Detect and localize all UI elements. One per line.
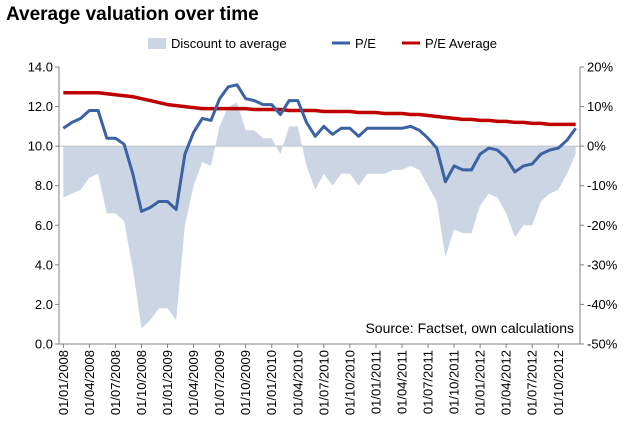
legend-label-pe: P/E xyxy=(355,36,376,51)
x-tick-label: 01/07/2008 xyxy=(108,350,123,415)
right-tick-label: -50% xyxy=(587,337,618,352)
x-tick-label: 01/04/2009 xyxy=(186,350,201,415)
chart-legend: Discount to average P/E P/E Average xyxy=(148,36,497,51)
x-tick-label: 01/04/2011 xyxy=(394,350,409,414)
pe-average-line xyxy=(63,90,576,127)
x-tick-label: 01/10/2010 xyxy=(342,350,357,415)
legend-label-discount: Discount to average xyxy=(171,36,287,51)
x-tick-label: 01/07/2012 xyxy=(525,350,540,415)
right-tick-label: -20% xyxy=(587,218,618,233)
x-tick-label: 01/04/2012 xyxy=(499,350,514,415)
source-annotation: Source: Factset, own calculations xyxy=(365,320,574,336)
left-tick-label: 2.0 xyxy=(35,297,53,312)
left-tick-label: 8.0 xyxy=(35,178,53,193)
right-tick-label: -10% xyxy=(587,178,618,193)
left-tick-label: 4.0 xyxy=(35,257,53,272)
right-tick-label: -40% xyxy=(587,297,618,312)
left-tick-label: 12.0 xyxy=(28,99,53,114)
x-tick-label: 01/01/2010 xyxy=(264,350,279,415)
x-tick-label: 01/04/2008 xyxy=(82,350,97,415)
x-tick-label: 01/01/2008 xyxy=(56,350,71,415)
pe-line xyxy=(62,83,577,213)
axes xyxy=(58,67,581,345)
x-tick-label: 01/01/2011 xyxy=(368,350,383,414)
left-axis-ticks: 0.0 2.0 4.0 6.0 8.0 10.0 12.0 14.0 xyxy=(28,60,59,352)
x-tick-label: 01/01/2009 xyxy=(160,350,175,415)
x-tick-label: 01/01/2012 xyxy=(473,350,488,415)
x-tick-label: 01/10/2012 xyxy=(551,350,566,415)
legend-label-pe-average: P/E Average xyxy=(425,36,497,51)
x-tick-label: 01/10/2011 xyxy=(447,350,462,414)
left-tick-label: 14.0 xyxy=(28,60,53,75)
legend-swatch-discount xyxy=(148,38,166,49)
right-tick-label: -30% xyxy=(587,257,618,272)
x-tick-label: 01/07/2009 xyxy=(212,350,227,415)
x-tick-label: 01/07/2011 xyxy=(421,350,436,414)
right-axis-ticks: -50% -40% -30% -20% -10% 0% 10% 20% xyxy=(580,60,618,352)
x-tick-label: 01/07/2010 xyxy=(316,350,331,415)
right-tick-label: 10% xyxy=(587,99,613,114)
right-tick-label: 0% xyxy=(587,139,606,154)
x-tick-label: 01/04/2010 xyxy=(290,350,305,415)
chart-title: Average valuation over time xyxy=(6,4,259,25)
left-tick-label: 6.0 xyxy=(35,218,53,233)
right-tick-label: 20% xyxy=(587,60,613,75)
x-axis-ticks: 01/01/2008 01/04/2008 01/07/2008 01/10/2008… xyxy=(56,344,566,415)
left-tick-label: 0.0 xyxy=(35,337,53,352)
x-tick-label: 01/10/2008 xyxy=(134,350,149,415)
x-tick-label: 01/10/2009 xyxy=(238,350,253,415)
left-tick-label: 10.0 xyxy=(28,139,53,154)
discount-area xyxy=(63,102,576,329)
